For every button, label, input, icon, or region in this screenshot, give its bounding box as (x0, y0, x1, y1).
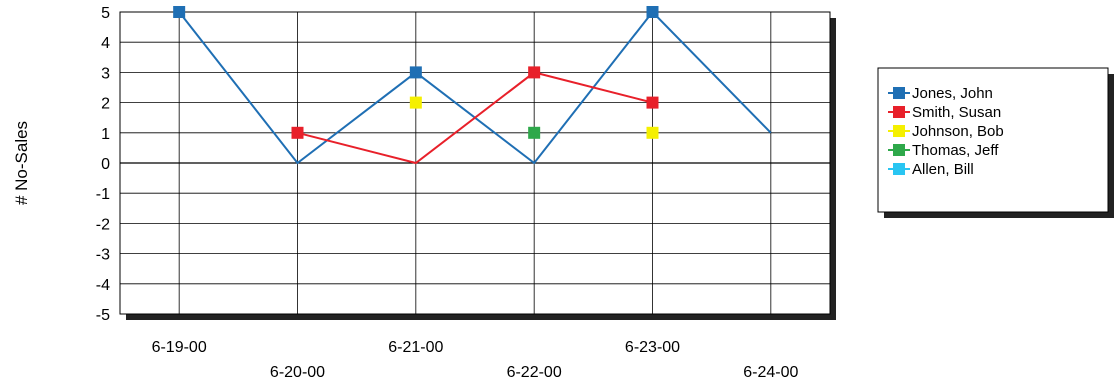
legend-label: Smith, Susan (912, 104, 1001, 121)
series-line-1 (297, 71, 653, 165)
series-point-1 (291, 126, 304, 139)
x-tick-label: 6-23-00 (625, 339, 680, 356)
legend-box (877, 67, 1109, 213)
y-tick-label: 5 (101, 5, 110, 22)
y-axis-title: # No-Sales (12, 121, 31, 205)
y-tick-label: 0 (101, 156, 110, 173)
series-point-3 (528, 126, 541, 139)
y-tick-label: 1 (101, 126, 110, 143)
series-point-2 (646, 126, 659, 139)
y-tick-label: -5 (96, 307, 110, 324)
y-tick-label: -2 (96, 216, 110, 233)
y-tick-label: 2 (101, 96, 110, 113)
y-tick-label: -4 (96, 277, 110, 294)
legend-label: Johnson, Bob (912, 123, 1004, 140)
series-point-0 (409, 66, 422, 79)
y-tick-label: 4 (101, 35, 110, 52)
x-tick-label: 6-21-00 (388, 339, 443, 356)
y-tick-label: 3 (101, 65, 110, 82)
series-point-2 (409, 96, 422, 109)
series-point-0 (173, 6, 186, 18)
y-tick-label: -1 (96, 186, 110, 203)
legend-label: Thomas, Jeff (912, 142, 999, 159)
x-tick-label: 6-24-00 (743, 364, 798, 381)
y-tick-label: -3 (96, 247, 110, 264)
series-point-1 (646, 96, 659, 109)
series-point-1 (528, 66, 541, 79)
x-tick-label: 6-19-00 (152, 339, 207, 356)
legend-swatch-marker (893, 106, 905, 118)
legend-swatch-marker (893, 163, 905, 175)
legend-label: Jones, John (912, 85, 993, 102)
legend-swatch-marker (893, 144, 905, 156)
legend-swatch-marker (893, 87, 905, 99)
x-tick-label: 6-22-00 (507, 364, 562, 381)
x-tick-label: 6-20-00 (270, 364, 325, 381)
legend-label: Allen, Bill (912, 161, 974, 178)
series-point-0 (646, 6, 659, 18)
legend-swatch-marker (893, 125, 905, 137)
